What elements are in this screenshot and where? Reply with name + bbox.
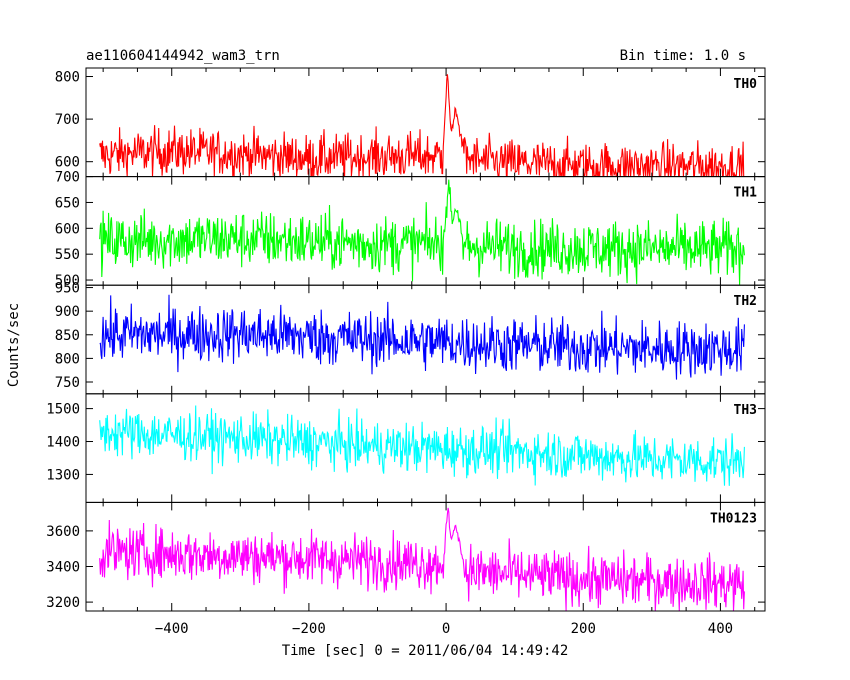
x-axis-label: Time [sec] 0 = 2011/06/04 14:49:42 (282, 643, 569, 659)
y-tick-label: 3600 (46, 524, 80, 540)
panel-frame (85, 393, 766, 503)
y-tick-label: 550 (55, 247, 80, 263)
panel-th0: 600 700 800 TH0 (55, 67, 766, 178)
y-tick-label: 1500 (46, 402, 80, 418)
y-tick-label: 800 (55, 70, 80, 86)
y-tick-label: 1300 (46, 467, 80, 483)
y-tick-label: 900 (55, 304, 80, 320)
y-tick-label: 650 (55, 195, 80, 211)
x-tick-label: 400 (708, 621, 733, 637)
y-tick-label: 700 (55, 170, 80, 186)
panel-label: TH2 (734, 294, 757, 309)
y-tick-label: 3400 (46, 559, 80, 575)
y-tick-label: 750 (55, 375, 80, 391)
series-line-th0123 (99, 507, 745, 611)
series-line-th1 (99, 179, 745, 285)
y-tick-label: 850 (55, 328, 80, 344)
y-tick-label: 600 (55, 155, 80, 171)
panel-label: TH3 (734, 403, 757, 418)
series-line-th0 (99, 74, 745, 177)
x-tick-label: 0 (442, 621, 450, 637)
y-axis-label: Counts/sec (6, 303, 22, 387)
panel-label: TH0 (734, 77, 758, 92)
panel-label: TH0123 (710, 511, 757, 526)
x-tick-label: −400 (155, 621, 189, 637)
y-tick-label: 500 (55, 273, 80, 289)
y-tick-label: 700 (55, 112, 80, 128)
panel-th2: 750 800 850 900 950 TH2 (55, 281, 766, 395)
y-tick-label: 600 (55, 221, 80, 237)
panel-label: TH1 (734, 186, 758, 201)
series-line-th3 (99, 405, 745, 486)
panel-th1: 500 550 600 650 700 TH1 (55, 170, 766, 289)
chart-title: ae110604144942_wam3_trn (86, 48, 280, 64)
y-tick-label: 1400 (46, 435, 80, 451)
y-tick-label: 3200 (46, 595, 80, 611)
panel-th0123: 3200 3400 3600 TH0123 (46, 501, 766, 612)
y-tick-label: 950 (55, 281, 80, 297)
bin-time-label: Bin time: 1.0 s (620, 48, 746, 64)
panel-th3: 1300 1400 1500 TH3 (46, 393, 766, 503)
y-tick-label: 800 (55, 351, 80, 367)
x-tick-label: 200 (571, 621, 596, 637)
panel-frame (85, 501, 766, 612)
series-line-th2 (99, 294, 745, 380)
x-tick-label: −200 (292, 621, 326, 637)
